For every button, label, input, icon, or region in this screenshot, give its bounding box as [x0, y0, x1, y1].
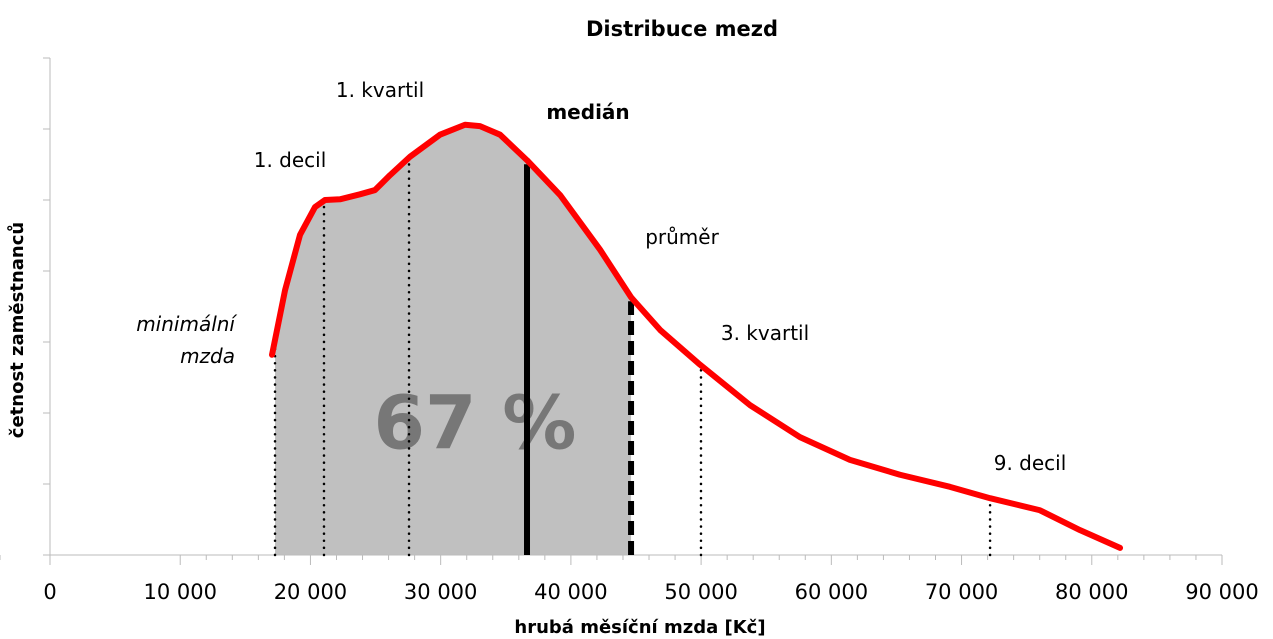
curve: [269, 121, 1124, 551]
x-tick-label: 10 000: [143, 580, 216, 604]
x-tick-label: 90 000: [1185, 580, 1258, 604]
x-axis-label: hrubá měsíční mzda [Kč]: [514, 617, 765, 638]
x-tick-label: 50 000: [664, 580, 737, 604]
x-tick-label: 70 000: [925, 580, 998, 604]
shaded-area: [275, 124, 632, 556]
marker-label: 3. kvartil: [720, 321, 810, 345]
x-tick-label: 30 000: [404, 580, 477, 604]
marker-label: medián: [546, 100, 630, 124]
x-tick-label: 20 000: [274, 580, 347, 604]
marker-label: 9. decil: [993, 451, 1067, 475]
shade-label: 67 %: [374, 381, 577, 467]
x-tick-label: 60 000: [795, 580, 868, 604]
marker-label: 1. kvartil: [335, 78, 425, 102]
y-axis-label: četnost zaměstnanců: [6, 222, 28, 438]
marker-label: 1. decil: [253, 148, 327, 172]
marker-label: průměr: [645, 225, 719, 249]
x-tick-label: 0: [43, 580, 56, 604]
x-tick-label: 80 000: [1055, 580, 1128, 604]
chart-title: Distribuce mezd: [586, 17, 778, 41]
marker-label: minimální mzda: [136, 312, 235, 368]
x-tick-label: 40 000: [534, 580, 607, 604]
